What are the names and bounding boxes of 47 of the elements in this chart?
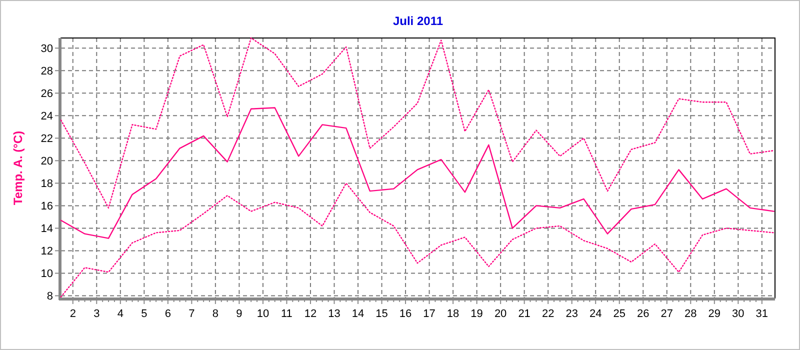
y-tick-label: 24	[40, 110, 53, 123]
x-tick-label: 12	[304, 308, 317, 320]
line-series	[60, 37, 774, 209]
y-tick-label: 12	[40, 246, 53, 258]
x-tick-label: 18	[446, 308, 460, 320]
x-tick-label: 17	[423, 308, 436, 320]
x-tick-label: 5	[141, 308, 148, 320]
x-tick-label: 23	[566, 308, 578, 320]
line-series	[60, 107, 774, 239]
x-tick-label: 21	[518, 308, 530, 320]
x-tick-label: 6	[164, 308, 171, 320]
x-tick-label: 20	[494, 308, 507, 320]
x-tick-label: 14	[352, 308, 364, 320]
line-series	[60, 182, 774, 298]
y-tick-label: 16	[40, 200, 53, 213]
x-tick-label: 15	[376, 308, 388, 320]
x-tick-label: 31	[756, 308, 768, 320]
x-tick-label: 24	[589, 308, 602, 320]
y-tick-label: 28	[40, 66, 53, 78]
y-axis-title: Temp. A. (°C)	[11, 130, 25, 206]
chart-title: Juli 2011	[392, 14, 444, 28]
y-tick-label: 8	[46, 290, 53, 303]
x-tick-label: 27	[660, 308, 674, 320]
y-tick-label: 20	[40, 156, 53, 168]
y-tick-label: 22	[40, 133, 53, 146]
x-tick-label: 4	[117, 308, 124, 320]
x-tick-label: 7	[188, 308, 195, 320]
x-tick-label: 16	[399, 308, 412, 320]
y-tick-label: 26	[40, 88, 53, 100]
x-tick-label: 9	[236, 308, 242, 320]
y-tick-label: 30	[40, 43, 53, 56]
x-tick-label: 28	[684, 308, 697, 320]
x-tick-label: 29	[708, 308, 721, 320]
x-tick-label: 22	[542, 308, 554, 320]
x-tick-label: 2	[70, 308, 76, 320]
x-tick-label: 8	[212, 308, 219, 320]
x-tick-label: 3	[94, 308, 100, 320]
x-tick-label: 19	[470, 308, 483, 320]
x-tick-label: 26	[637, 308, 650, 320]
x-tick-label: 11	[281, 308, 292, 320]
y-tick-label: 18	[40, 178, 53, 190]
y-tick-label: 14	[40, 223, 53, 236]
y-tick-label: 10	[40, 268, 53, 280]
x-tick-label: 13	[328, 308, 340, 320]
x-tick-label: 10	[256, 308, 270, 320]
x-tick-label: 25	[613, 308, 626, 320]
x-tick-label: 30	[732, 308, 744, 320]
